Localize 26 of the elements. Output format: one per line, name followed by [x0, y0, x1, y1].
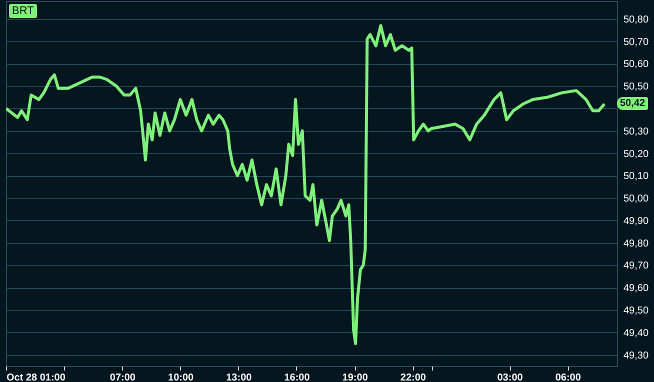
x-tick-label: 19:00: [342, 372, 368, 382]
y-tick-label: 50,30: [624, 126, 649, 138]
x-tick-label: 22:00: [400, 372, 426, 382]
y-tick-label: 49,40: [624, 328, 649, 339]
y-tick-label: 50,70: [624, 36, 649, 48]
x-tick-label: 13:00: [226, 372, 252, 382]
chart-title: BRT: [9, 4, 37, 18]
y-tick-label: 49,80: [624, 238, 649, 250]
y-tick-label: 50,10: [624, 171, 649, 182]
y-tick-label: 49,50: [624, 306, 649, 317]
y-tick-label: 50,80: [624, 14, 649, 26]
y-tick-label: 49,90: [624, 216, 649, 227]
y-tick-label: 50,60: [624, 59, 649, 70]
x-tick-label: 07:00: [110, 372, 136, 382]
x-tick-label: 03:00: [497, 372, 524, 382]
y-tick-label: 49,60: [624, 283, 649, 294]
y-tick-label: 49,70: [624, 260, 649, 272]
text: 50,42: [617, 97, 648, 110]
y-tick-label: 50,50: [624, 82, 649, 93]
y-tick-label: 50,20: [624, 148, 649, 160]
x-tick-label: 10:00: [168, 372, 194, 382]
x-tick-label: Oct 28 01:00: [6, 372, 66, 382]
y-tick-label: 49,30: [624, 350, 649, 362]
y-tick-label: 50,00: [624, 194, 649, 205]
x-tick-label: 06:00: [555, 372, 582, 382]
x-tick-label: 16:00: [284, 372, 310, 382]
